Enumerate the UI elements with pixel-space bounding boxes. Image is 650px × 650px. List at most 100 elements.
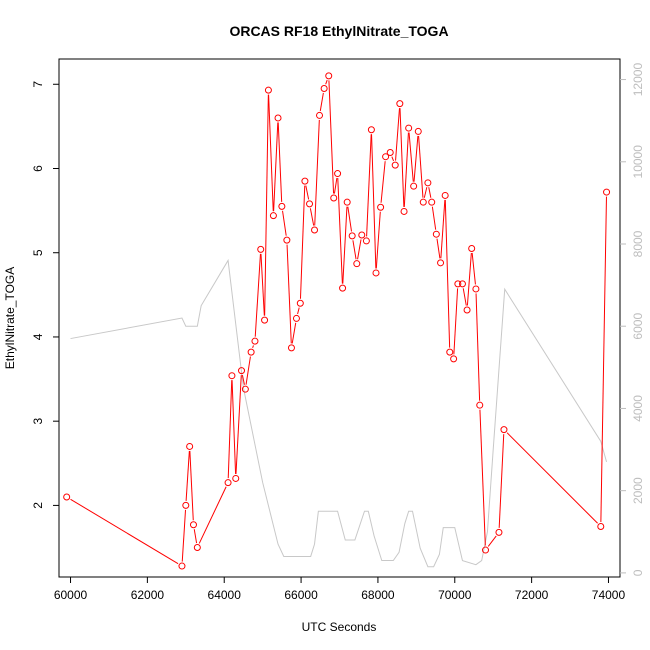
x-tick-label: 68000	[361, 588, 395, 602]
data-point	[382, 153, 390, 161]
data-point	[238, 367, 246, 375]
data-point	[325, 72, 333, 80]
y-axis: 2 3 4 5 6 7	[31, 81, 59, 509]
data-point	[428, 198, 436, 206]
series-segment	[241, 374, 245, 385]
series-segment	[487, 535, 497, 547]
series-segment	[325, 79, 328, 85]
y2-tick-label: 2000	[631, 477, 645, 504]
data-point	[463, 306, 471, 314]
series-segment	[352, 240, 357, 260]
series-segment	[479, 409, 486, 546]
data-point	[391, 161, 399, 169]
series-segment	[277, 122, 283, 202]
data-point	[495, 528, 503, 536]
series-segment	[466, 252, 472, 306]
y-tick-label: 3	[31, 418, 45, 425]
series-segment	[314, 119, 320, 226]
data-point	[301, 177, 309, 185]
y2-tick-label: 8000	[631, 230, 645, 257]
series-segment	[297, 307, 300, 315]
y-tick-label: 4	[31, 333, 45, 340]
data-point	[396, 100, 404, 108]
series-segment	[506, 432, 598, 524]
series-segment	[282, 210, 287, 236]
y2-tick-label: 4000	[631, 395, 645, 422]
x-tick-label: 70000	[438, 588, 472, 602]
data-point	[472, 285, 480, 293]
data-point	[353, 260, 361, 268]
series-segment	[418, 135, 424, 198]
series-segment	[309, 208, 315, 226]
series-segment	[399, 108, 405, 207]
ethylnitrate-series	[63, 72, 611, 570]
data-point	[224, 479, 232, 487]
data-point	[274, 114, 282, 122]
data-point	[320, 84, 328, 92]
x-tick-label: 72000	[515, 588, 549, 602]
data-point	[182, 501, 190, 509]
data-point	[316, 111, 324, 119]
series-segment	[471, 252, 476, 285]
series-segment	[357, 239, 362, 260]
data-point	[283, 236, 291, 244]
data-point	[454, 280, 462, 288]
data-point	[437, 259, 445, 267]
series-segment	[193, 529, 198, 544]
series-segment	[375, 211, 381, 269]
series-segment	[337, 178, 343, 284]
y-tick-label: 5	[31, 249, 45, 256]
series-segment	[498, 434, 505, 528]
series-segment	[431, 206, 437, 230]
data-point	[500, 426, 508, 434]
x-tick-label: 74000	[592, 588, 626, 602]
series-segment	[245, 356, 251, 385]
series-segment	[328, 80, 335, 194]
data-point	[287, 344, 295, 352]
y-tick-label: 7	[31, 81, 45, 88]
data-point	[228, 372, 236, 380]
data-point	[264, 86, 272, 94]
series-segment	[198, 486, 227, 544]
data-point	[296, 299, 304, 307]
series-segment	[403, 132, 409, 207]
data-point	[482, 546, 490, 554]
data-point	[186, 442, 194, 450]
data-point	[414, 127, 422, 135]
data-point	[330, 194, 338, 202]
series-segment	[260, 253, 265, 316]
chart-title: ORCAS RF18 EthylNitrate_TOGA	[229, 23, 448, 39]
series-segment	[413, 135, 419, 182]
data-point	[597, 522, 605, 530]
series-segment	[428, 187, 432, 198]
series-segment	[444, 199, 451, 348]
series-segment	[264, 94, 269, 316]
series-segment	[600, 196, 607, 522]
data-point	[419, 198, 427, 206]
data-point	[311, 226, 319, 234]
x-tick-label: 60000	[54, 588, 88, 602]
series-segment	[291, 322, 297, 344]
data-point	[432, 230, 440, 238]
series-segment	[181, 509, 187, 562]
secondary-series-line	[70, 258, 608, 568]
data-point	[339, 284, 347, 292]
series-segment	[462, 288, 467, 306]
y2-tick-label: 10000	[631, 145, 645, 179]
data-point	[367, 126, 375, 134]
data-point	[468, 245, 476, 253]
y2-tick-label: 0	[631, 569, 645, 576]
plot-area	[58, 58, 621, 578]
data-point	[386, 148, 394, 156]
data-point	[424, 179, 432, 187]
x-tick-label: 64000	[208, 588, 242, 602]
series-segment	[235, 375, 242, 474]
data-point	[232, 474, 240, 482]
data-point	[193, 544, 201, 552]
series-segment	[319, 92, 324, 112]
y2-tick-label: 12000	[631, 63, 645, 97]
series-segment	[227, 380, 233, 479]
data-point	[400, 207, 408, 215]
series-segment	[366, 134, 372, 237]
data-point	[261, 316, 269, 324]
